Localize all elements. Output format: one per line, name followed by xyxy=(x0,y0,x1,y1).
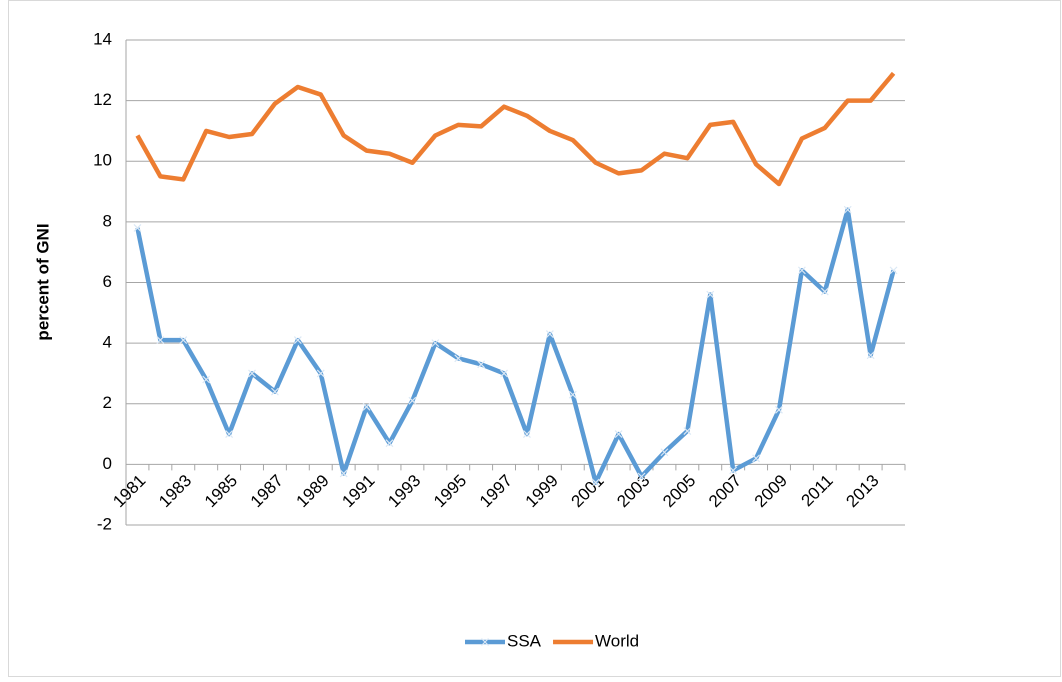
y-tick-label: 8 xyxy=(103,211,112,230)
point-marker xyxy=(408,396,417,405)
legend-label: SSA xyxy=(507,631,542,650)
legend-label: World xyxy=(595,631,639,650)
point-marker xyxy=(683,427,692,435)
point-marker xyxy=(156,336,165,345)
point-marker xyxy=(820,287,829,296)
point-marker xyxy=(477,360,486,369)
point-marker xyxy=(248,369,256,378)
point-marker xyxy=(179,336,188,345)
y-axis-title: percent of GNI xyxy=(33,223,52,340)
point-marker xyxy=(775,405,783,414)
y-tick-label: 0 xyxy=(103,454,112,473)
point-marker xyxy=(591,478,600,487)
point-marker xyxy=(660,448,669,457)
point-marker xyxy=(637,472,646,481)
point-marker xyxy=(614,430,623,438)
point-marker xyxy=(889,266,898,275)
point-marker xyxy=(752,454,760,463)
y-tick-label: -2 xyxy=(97,514,112,533)
y-tick-label: 4 xyxy=(103,333,112,352)
point-marker xyxy=(225,430,234,438)
point-marker xyxy=(316,369,325,378)
point-marker xyxy=(706,290,715,299)
y-tick-label: 14 xyxy=(93,29,112,48)
point-marker xyxy=(339,469,348,478)
point-marker xyxy=(500,369,508,378)
point-marker xyxy=(362,402,371,411)
legend-marker xyxy=(481,638,489,646)
point-marker xyxy=(202,375,211,384)
point-marker xyxy=(293,336,302,345)
y-tick-label: 2 xyxy=(103,393,112,412)
point-marker xyxy=(545,330,554,338)
y-tick-label: 6 xyxy=(103,272,112,291)
point-marker xyxy=(133,224,142,232)
point-marker xyxy=(271,387,279,396)
series-line xyxy=(135,71,896,187)
series-line xyxy=(135,207,896,485)
y-tick-label: 10 xyxy=(93,151,112,170)
y-tick-label: 12 xyxy=(93,90,112,109)
point-marker xyxy=(568,390,577,399)
point-marker xyxy=(431,339,440,348)
point-marker xyxy=(385,439,394,448)
point-marker xyxy=(454,354,463,363)
point-marker xyxy=(729,466,738,475)
point-marker xyxy=(523,430,531,438)
point-marker xyxy=(866,351,875,360)
point-marker xyxy=(843,205,852,214)
point-marker xyxy=(797,266,806,275)
